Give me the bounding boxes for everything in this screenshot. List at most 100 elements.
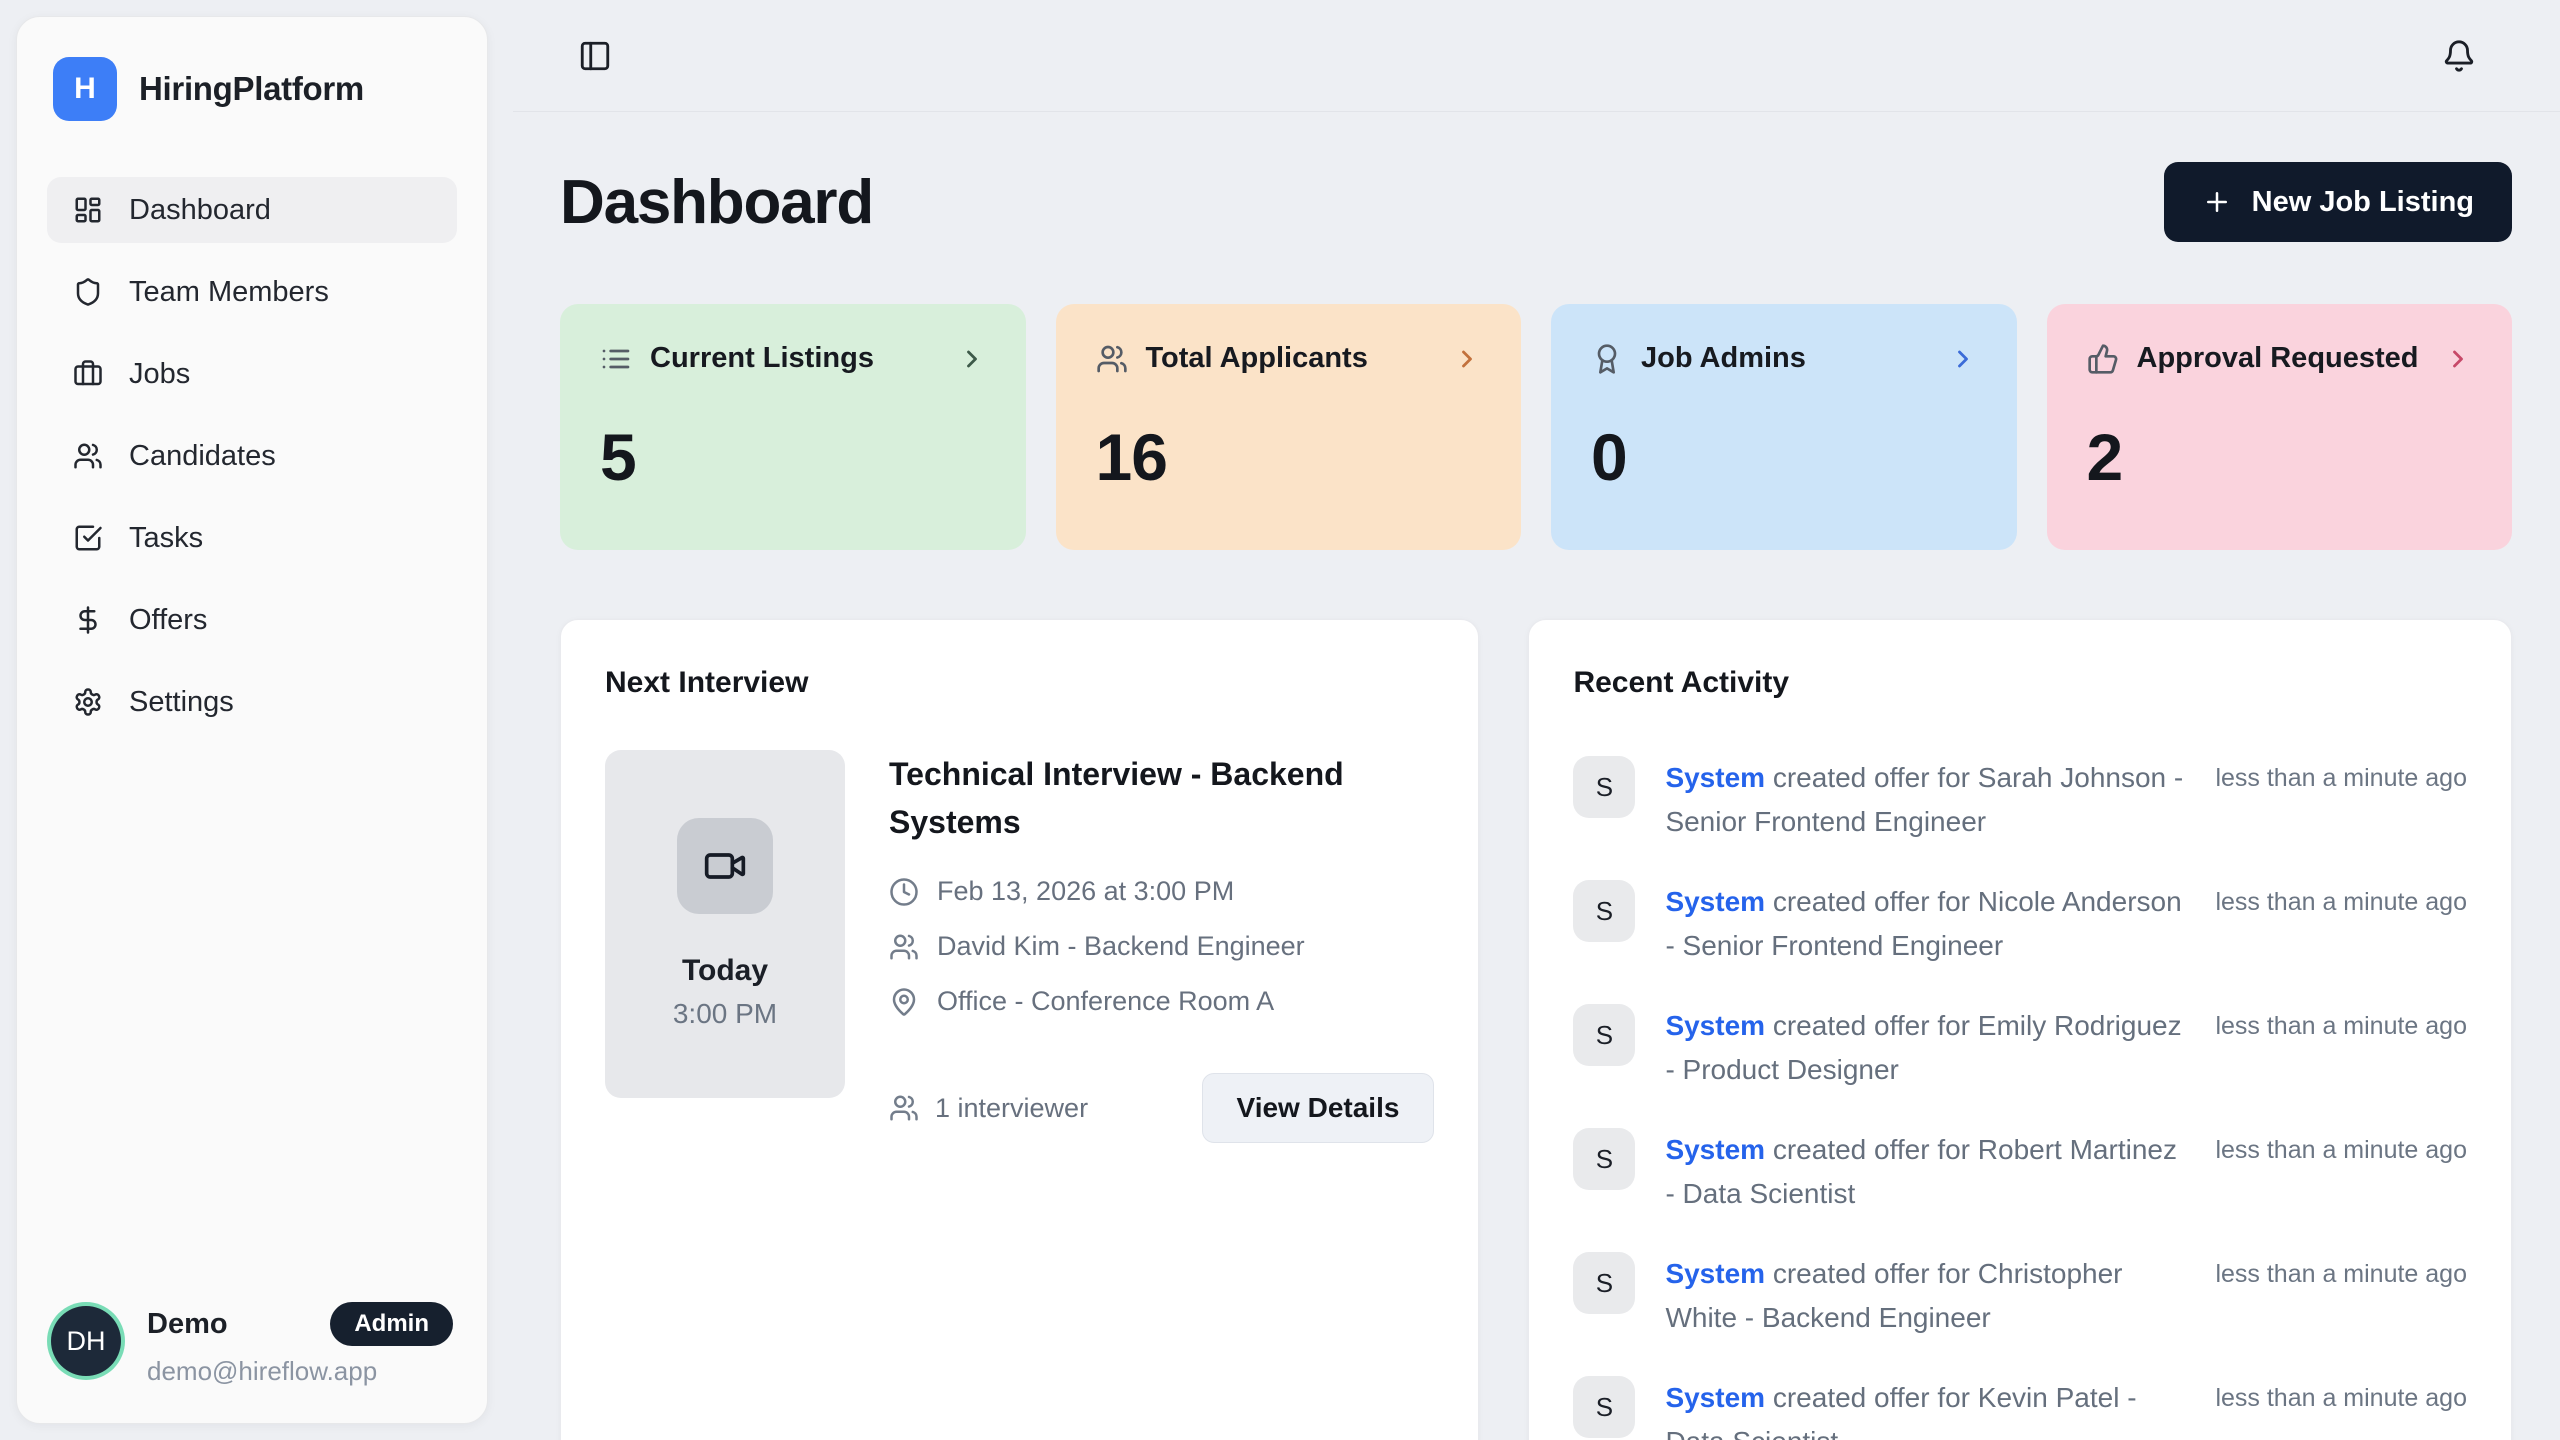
sidebar-item-tasks[interactable]: Tasks bbox=[47, 505, 457, 571]
stat-value: 0 bbox=[1591, 420, 1628, 494]
list-icon bbox=[600, 343, 632, 375]
activity-list: S System created offer for Sarah Johnson… bbox=[1573, 756, 2467, 1440]
activity-actor-link[interactable]: System bbox=[1665, 762, 1766, 793]
interview-date-label: Today bbox=[681, 954, 769, 987]
sidebar-item-team-members[interactable]: Team Members bbox=[47, 259, 457, 325]
interview-datetime: Feb 13, 2026 at 3:00 PM bbox=[937, 876, 1235, 906]
list-item: S System created offer for Christopher W… bbox=[1573, 1252, 2467, 1340]
activity-avatar: S bbox=[1573, 1376, 1636, 1438]
activity-text: System created offer for Robert Martinez… bbox=[1665, 1128, 2185, 1216]
activity-action: created offer for Christopher White - Ba… bbox=[1665, 1258, 2123, 1333]
sidebar-item-label: Candidates bbox=[129, 439, 276, 472]
thumbs-up-icon bbox=[2087, 343, 2119, 375]
sidebar-item-dashboard[interactable]: Dashboard bbox=[47, 177, 457, 243]
activity-actor-link[interactable]: System bbox=[1665, 1134, 1766, 1165]
panel-left-icon bbox=[578, 39, 612, 73]
interview-candidate: David Kim - Backend Engineer bbox=[937, 931, 1305, 961]
activity-timestamp: less than a minute ago bbox=[2215, 1136, 2467, 1164]
stat-label: Total Applicants bbox=[1145, 342, 1368, 374]
activity-timestamp: less than a minute ago bbox=[2215, 1260, 2467, 1288]
activity-action: created offer for Robert Martinez - Data… bbox=[1665, 1134, 2177, 1209]
gear-icon bbox=[73, 687, 103, 717]
app-name: HiringPlatform bbox=[139, 70, 364, 107]
stat-card-job-admins[interactable]: Job Admins 0 bbox=[1551, 304, 2017, 550]
activity-actor-link[interactable]: System bbox=[1665, 1382, 1766, 1413]
notifications-button[interactable] bbox=[2436, 33, 2482, 79]
square-check-icon bbox=[73, 523, 103, 553]
stat-card-approval-requested[interactable]: Approval Requested 2 bbox=[2046, 304, 2512, 550]
sidebar-item-offers[interactable]: Offers bbox=[47, 587, 457, 653]
plus-icon bbox=[2202, 187, 2232, 217]
map-pin-icon bbox=[889, 987, 919, 1017]
shield-icon bbox=[73, 277, 103, 307]
list-item: S System created offer for Robert Martin… bbox=[1573, 1128, 2467, 1216]
activity-timestamp: less than a minute ago bbox=[2215, 1012, 2467, 1040]
sidebar-item-label: Tasks bbox=[129, 521, 204, 554]
users-icon bbox=[889, 932, 919, 962]
chevron-right-icon bbox=[1949, 345, 1977, 373]
sidebar-item-candidates[interactable]: Candidates bbox=[47, 423, 457, 489]
sidebar: H HiringPlatform Dashboard Team Members … bbox=[16, 16, 488, 1424]
role-badge: Admin bbox=[330, 1302, 453, 1346]
topbar bbox=[513, 0, 2560, 112]
interviewer-count: 1 interviewer bbox=[935, 1092, 1089, 1123]
main-area: Dashboard New Job Listing Current Listin… bbox=[513, 0, 2560, 1440]
activity-actor-link[interactable]: System bbox=[1665, 1258, 1766, 1289]
chevron-right-icon bbox=[2444, 345, 2472, 373]
user-profile[interactable]: DH Demo Admin demo@hireflow.app bbox=[47, 1296, 457, 1393]
clock-icon bbox=[889, 877, 919, 907]
new-job-listing-label: New Job Listing bbox=[2251, 185, 2474, 218]
stat-value: 5 bbox=[600, 420, 637, 494]
sidebar-item-label: Dashboard bbox=[129, 193, 271, 226]
user-name: Demo bbox=[147, 1307, 228, 1340]
interview-title: Technical Interview - Backend Systems bbox=[889, 756, 1344, 840]
page-title: Dashboard bbox=[560, 167, 874, 237]
new-job-listing-button[interactable]: New Job Listing bbox=[2163, 162, 2512, 242]
activity-text: System created offer for Kevin Patel - D… bbox=[1665, 1376, 2185, 1440]
activity-text: System created offer for Christopher Whi… bbox=[1665, 1252, 2185, 1340]
activity-text: System created offer for Nicole Anderson… bbox=[1665, 880, 2185, 968]
activity-avatar: S bbox=[1573, 756, 1636, 818]
stat-value: 2 bbox=[2086, 420, 2124, 494]
activity-action: created offer for Nicole Anderson - Seni… bbox=[1665, 886, 2182, 961]
stats-row: Current Listings 5 Total Applicants bbox=[560, 304, 2512, 550]
activity-actor-link[interactable]: System bbox=[1665, 1010, 1766, 1041]
view-details-button[interactable]: View Details bbox=[1201, 1073, 1435, 1143]
sidebar-item-jobs[interactable]: Jobs bbox=[47, 341, 457, 407]
interview-time-label: 3:00 PM bbox=[672, 998, 778, 1029]
activity-timestamp: less than a minute ago bbox=[2215, 888, 2467, 916]
chevron-right-icon bbox=[958, 345, 986, 373]
list-item: S System created offer for Kevin Patel -… bbox=[1573, 1376, 2467, 1440]
sidebar-toggle-button[interactable] bbox=[572, 33, 618, 79]
activity-actor-link[interactable]: System bbox=[1665, 886, 1766, 917]
stat-card-total-applicants[interactable]: Total Applicants 16 bbox=[1055, 304, 1521, 550]
app-logo[interactable]: H HiringPlatform bbox=[47, 53, 457, 125]
stat-card-current-listings[interactable]: Current Listings 5 bbox=[560, 304, 1026, 550]
recent-activity-title: Recent Activity bbox=[1573, 666, 1790, 699]
activity-timestamp: less than a minute ago bbox=[2215, 764, 2467, 792]
list-item: S System created offer for Emily Rodrigu… bbox=[1573, 1004, 2467, 1092]
users-icon bbox=[1096, 343, 1128, 375]
user-meta: Demo Admin demo@hireflow.app bbox=[147, 1302, 453, 1387]
stat-label: Approval Requested bbox=[2136, 342, 2419, 374]
activity-text: System created offer for Sarah Johnson -… bbox=[1665, 756, 2185, 844]
stat-label: Job Admins bbox=[1641, 342, 1806, 374]
dashboard-grid-icon bbox=[73, 195, 103, 225]
interview-date-tile: Today 3:00 PM bbox=[605, 750, 845, 1098]
sidebar-item-label: Jobs bbox=[129, 357, 191, 390]
users-icon bbox=[889, 1093, 919, 1123]
award-icon bbox=[1591, 343, 1623, 375]
list-item: S System created offer for Nicole Anders… bbox=[1573, 880, 2467, 968]
video-camera-icon bbox=[677, 818, 773, 914]
sidebar-item-label: Offers bbox=[129, 603, 208, 636]
activity-avatar: S bbox=[1573, 1252, 1636, 1314]
sidebar-item-settings[interactable]: Settings bbox=[47, 669, 457, 735]
stat-label: Current Listings bbox=[650, 342, 874, 374]
sidebar-item-label: Team Members bbox=[129, 275, 329, 308]
activity-avatar: S bbox=[1573, 880, 1636, 942]
activity-action: created offer for Emily Rodriguez - Prod… bbox=[1665, 1010, 2182, 1085]
activity-avatar: S bbox=[1573, 1004, 1636, 1066]
dollar-icon bbox=[73, 605, 103, 635]
activity-timestamp: less than a minute ago bbox=[2215, 1384, 2467, 1412]
briefcase-icon bbox=[73, 359, 103, 389]
